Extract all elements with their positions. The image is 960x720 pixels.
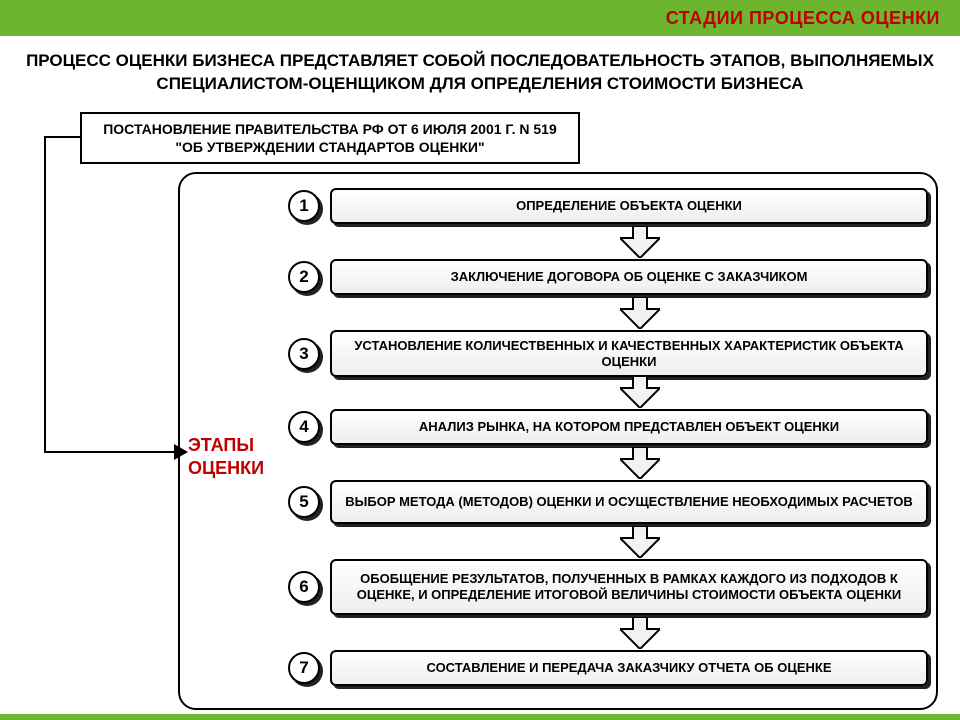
stage-box: ОБОБЩЕНИЕ РЕЗУЛЬТАТОВ, ПОЛУЧЕННЫХ В РАМК… bbox=[330, 559, 928, 615]
connector-line bbox=[44, 451, 176, 453]
stage-number-badge: 3 bbox=[288, 338, 320, 370]
reference-line-2: "ОБ УТВЕРЖДЕНИИ СТАНДАРТОВ ОЦЕНКИ" bbox=[92, 138, 568, 156]
page-title: СТАДИИ ПРОЦЕССА ОЦЕНКИ bbox=[666, 8, 940, 29]
header-bar: СТАДИИ ПРОЦЕССА ОЦЕНКИ bbox=[0, 0, 960, 36]
stage-box: УСТАНОВЛЕНИЕ КОЛИЧЕСТВЕННЫХ И КАЧЕСТВЕНН… bbox=[330, 330, 928, 377]
stages-label-line2: ОЦЕНКИ bbox=[188, 457, 264, 480]
intro-text: ПРОЦЕСС ОЦЕНКИ БИЗНЕСА ПРЕДСТАВЛЯЕТ СОБО… bbox=[0, 36, 960, 106]
stage-number-badge: 5 bbox=[288, 486, 320, 518]
stage-row: 2 ЗАКЛЮЧЕНИЕ ДОГОВОРА ОБ ОЦЕНКЕ С ЗАКАЗЧИ… bbox=[288, 259, 928, 295]
stage-box: ВЫБОР МЕТОДА (МЕТОДОВ) ОЦЕНКИ И ОСУЩЕСТВ… bbox=[330, 480, 928, 524]
stage-row: 3 УСТАНОВЛЕНИЕ КОЛИЧЕСТВЕННЫХ И КАЧЕСТВЕН… bbox=[288, 330, 928, 377]
stage-row: 4 АНАЛИЗ РЫНКА, НА КОТОРОМ ПРЕДСТАВЛЕН ОБ… bbox=[288, 409, 928, 445]
stage-box: ОПРЕДЕЛЕНИЕ ОБЪЕКТА ОЦЕНКИ bbox=[330, 188, 928, 224]
reference-box: ПОСТАНОВЛЕНИЕ ПРАВИТЕЛЬСТВА РФ ОТ 6 ИЮЛЯ… bbox=[80, 112, 580, 164]
stage-box: СОСТАВЛЕНИЕ И ПЕРЕДАЧА ЗАКАЗЧИКУ ОТЧЕТА … bbox=[330, 650, 928, 686]
stages-label: ЭТАПЫ ОЦЕНКИ bbox=[188, 434, 264, 479]
reference-line-1: ПОСТАНОВЛЕНИЕ ПРАВИТЕЛЬСТВА РФ ОТ 6 ИЮЛЯ… bbox=[92, 120, 568, 138]
stage-number-badge: 6 bbox=[288, 571, 320, 603]
stage-box: ЗАКЛЮЧЕНИЕ ДОГОВОРА ОБ ОЦЕНКЕ С ЗАКАЗЧИК… bbox=[330, 259, 928, 295]
stage-row: 5 ВЫБОР МЕТОДА (МЕТОДОВ) ОЦЕНКИ И ОСУЩЕСТ… bbox=[288, 480, 928, 524]
stage-number-badge: 7 bbox=[288, 652, 320, 684]
stage-number-badge: 2 bbox=[288, 261, 320, 293]
connector-line bbox=[44, 136, 80, 138]
stage-row: 6 ОБОБЩЕНИЕ РЕЗУЛЬТАТОВ, ПОЛУЧЕННЫХ В РАМ… bbox=[288, 559, 928, 615]
stages-label-line1: ЭТАПЫ bbox=[188, 434, 264, 457]
connector-line bbox=[44, 136, 46, 452]
footer-accent bbox=[0, 714, 960, 720]
stage-row: 1 ОПРЕДЕЛЕНИЕ ОБЪЕКТА ОЦЕНКИ bbox=[288, 188, 928, 224]
stage-number-badge: 4 bbox=[288, 411, 320, 443]
stage-box: АНАЛИЗ РЫНКА, НА КОТОРОМ ПРЕДСТАВЛЕН ОБЪ… bbox=[330, 409, 928, 445]
stage-number-badge: 1 bbox=[288, 190, 320, 222]
stage-row: 7 СОСТАВЛЕНИЕ И ПЕРЕДАЧА ЗАКАЗЧИКУ ОТЧЕТА… bbox=[288, 650, 928, 686]
